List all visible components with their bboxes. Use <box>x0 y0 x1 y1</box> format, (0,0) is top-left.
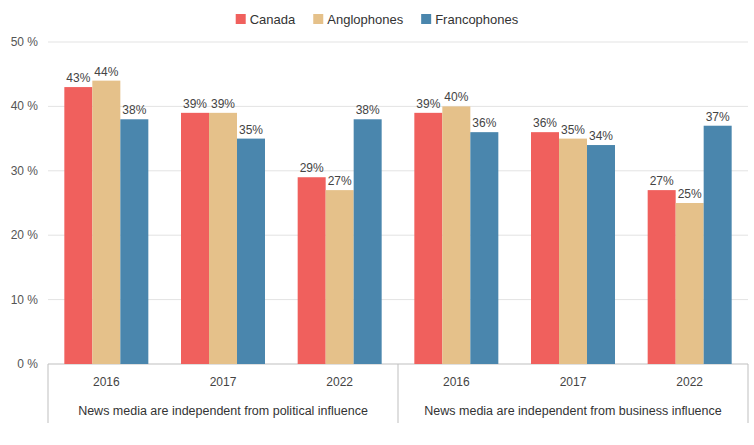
y-tick-label: 30 % <box>11 164 39 178</box>
data-label: 37% <box>706 110 730 124</box>
bar <box>442 106 470 364</box>
bar <box>64 87 92 364</box>
legend-label: Francophones <box>435 12 519 27</box>
bar <box>181 113 209 364</box>
bar <box>237 139 265 364</box>
data-label: 27% <box>328 174 352 188</box>
grid-line <box>48 299 748 300</box>
bar <box>470 132 498 364</box>
x-tick-label: 2016 <box>93 375 120 389</box>
data-label: 27% <box>650 174 674 188</box>
data-label: 38% <box>356 103 380 117</box>
grid-line <box>48 42 748 43</box>
bar <box>354 119 382 364</box>
legend: Canada Anglophones Francophones <box>236 12 519 27</box>
y-tick-label: 0 % <box>17 357 38 371</box>
y-tick-label: 50 % <box>11 35 39 49</box>
data-label: 29% <box>300 161 324 175</box>
bar <box>414 113 442 364</box>
chart-svg: 0 % 10 % 20 % 30 % 40 % 50 % 43% 39% 29% 39% 36% 27… <box>0 0 754 445</box>
bar <box>209 113 237 364</box>
legend-label: Canada <box>250 12 296 27</box>
x-tick-label: 2016 <box>443 375 470 389</box>
grid-line <box>48 170 748 171</box>
bar <box>704 126 732 364</box>
data-label: 43% <box>66 71 90 85</box>
bar <box>559 139 587 364</box>
data-label: 40% <box>444 90 468 104</box>
bar <box>326 190 354 364</box>
bars <box>64 81 731 364</box>
y-tick-label: 40 % <box>11 99 39 113</box>
group-label: News media are independent from politica… <box>78 404 368 418</box>
bar <box>120 119 148 364</box>
chart-container: 0 % 10 % 20 % 30 % 40 % 50 % 43% 39% 29% 39% 36% 27… <box>0 0 754 445</box>
legend-swatch <box>236 14 246 24</box>
bar <box>587 145 615 364</box>
grid-line <box>48 235 748 236</box>
x-tick-label: 2022 <box>326 375 353 389</box>
data-label: 25% <box>678 187 702 201</box>
bar <box>676 203 704 364</box>
data-label: 36% <box>533 116 557 130</box>
x-tick-label: 2017 <box>210 375 237 389</box>
data-label: 36% <box>472 116 496 130</box>
bar <box>298 177 326 364</box>
data-label: 39% <box>183 97 207 111</box>
bar <box>92 81 120 364</box>
bar <box>648 190 676 364</box>
data-label: 34% <box>589 129 613 143</box>
y-tick-label: 10 % <box>11 293 39 307</box>
data-label: 35% <box>561 123 585 137</box>
x-tick-label: 2017 <box>560 375 587 389</box>
data-label: 35% <box>239 123 263 137</box>
legend-label: Anglophones <box>327 12 403 27</box>
group-separator <box>398 364 399 423</box>
group-separator <box>48 364 49 423</box>
data-label: 38% <box>122 103 146 117</box>
legend-swatch <box>313 14 323 24</box>
x-tick-label: 2022 <box>676 375 703 389</box>
group-separator <box>748 364 749 423</box>
data-label: 44% <box>94 65 118 79</box>
data-label: 39% <box>211 97 235 111</box>
y-tick-label: 20 % <box>11 228 39 242</box>
data-label: 39% <box>416 97 440 111</box>
group-label: News media are independent from business… <box>424 404 721 418</box>
legend-swatch <box>421 14 431 24</box>
grid-line <box>48 106 748 107</box>
bar <box>531 132 559 364</box>
